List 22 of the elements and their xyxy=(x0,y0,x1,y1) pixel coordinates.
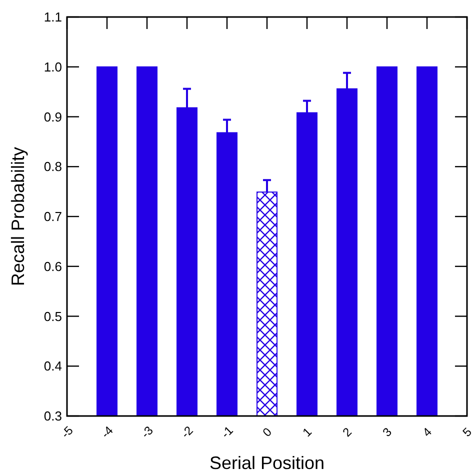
x-tick-label: -4 xyxy=(98,423,116,441)
x-tick-label: 5 xyxy=(460,424,472,440)
x-tick-label: 0 xyxy=(260,424,275,440)
y-tick-label: 0.5 xyxy=(44,308,62,324)
x-tick-label: -2 xyxy=(178,423,196,441)
x-tick-label: -1 xyxy=(218,423,236,441)
y-axis-title: Recall Probability xyxy=(8,146,28,286)
y-tick-label: 1.1 xyxy=(44,10,62,25)
y-tick-label: 1.0 xyxy=(44,59,62,74)
y-tick-label: 0.6 xyxy=(44,258,62,274)
x-tick-label: 4 xyxy=(420,424,435,440)
y-tick-label: 0.8 xyxy=(44,159,62,174)
y-tick-label: 0.7 xyxy=(44,209,62,224)
y-tick-label: 0.3 xyxy=(44,408,62,424)
x-tick-label: 2 xyxy=(340,424,355,440)
y-tick-label: 0.4 xyxy=(44,358,62,374)
x-tick-label: -5 xyxy=(58,423,76,441)
x-axis-title: Serial Position xyxy=(209,453,325,473)
y-tick-label: 0.9 xyxy=(44,109,62,124)
x-tick-label: 1 xyxy=(300,424,315,440)
x-tick-label: 3 xyxy=(380,424,395,440)
x-tick-label: -3 xyxy=(138,423,156,441)
